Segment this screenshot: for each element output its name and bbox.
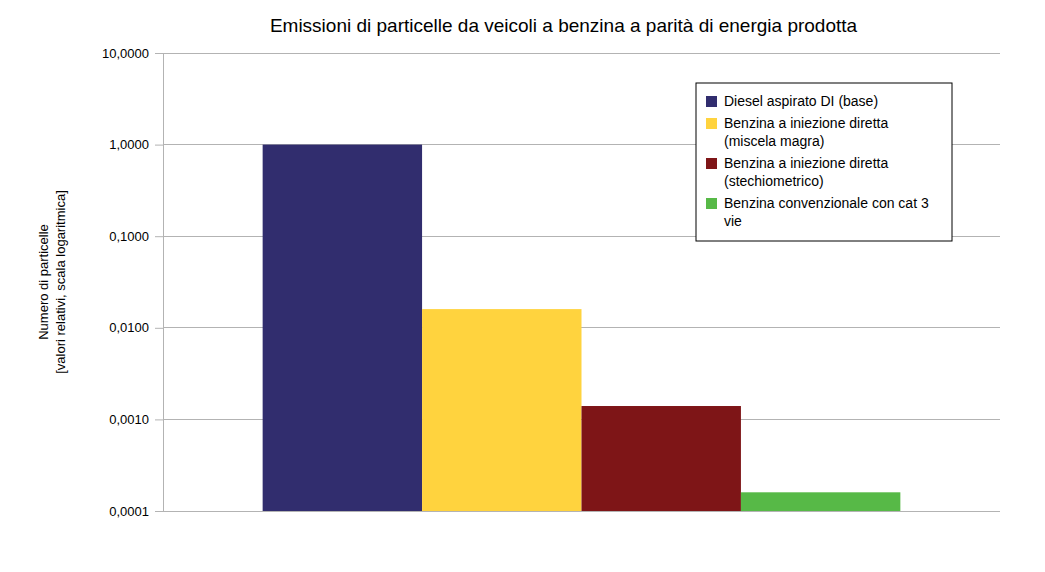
grid	[163, 53, 1000, 511]
tick-mark	[155, 53, 163, 54]
bar	[582, 406, 741, 511]
tick-label: 0,0001	[109, 504, 149, 519]
tick-mark	[155, 328, 163, 329]
tick: 0,1000	[109, 229, 163, 244]
legend-box	[696, 83, 952, 241]
legend-label: Benzina a iniezione diretta(stechiometri…	[724, 155, 888, 189]
tick-label: 0,0100	[109, 320, 149, 335]
tick-label: 0,1000	[109, 229, 149, 244]
tick: 0,0010	[109, 412, 163, 427]
tick: 0,0100	[109, 320, 163, 335]
legend-label: Diesel aspirato DI (base)	[724, 93, 878, 109]
y-axis-title: Numero di particelle	[36, 224, 51, 340]
y-axis: 0,0001 0,0010 0,0100 0,1000 1,0000 10,0000	[102, 46, 164, 519]
legend-label: Benzina a iniezione diretta(miscela magr…	[724, 115, 888, 149]
legend-swatch	[706, 118, 717, 129]
plot: 0,0001 0,0010 0,0100 0,1000 1,0000 10,0000 Die…	[102, 46, 1000, 519]
tick-mark	[155, 511, 163, 512]
tick-label: 0,0010	[109, 412, 149, 427]
legend-label: Benzina convenzionale con cat 3vie	[724, 195, 929, 229]
tick: 0,0001	[109, 504, 163, 519]
grid-line	[163, 53, 1000, 54]
legend-swatch	[706, 96, 717, 107]
title: Emissioni di particelle da veicoli a ben…	[270, 15, 858, 36]
tick-label: 1,0000	[109, 137, 149, 152]
tick-mark	[155, 145, 163, 146]
chart: Emissioni di particelle da veicoli a ben…	[0, 0, 1045, 572]
bar	[422, 309, 581, 511]
y-axis-title: [valori relativi, scala logaritmica]	[53, 190, 68, 374]
tick-label: 10,0000	[102, 46, 149, 61]
bar	[741, 492, 900, 511]
axis-line	[155, 54, 164, 512]
tick-mark	[155, 419, 163, 420]
bar	[263, 145, 422, 511]
legend-swatch	[706, 158, 717, 169]
legend: Diesel aspirato DI (base) Benzina a iniez…	[696, 83, 952, 241]
legend-swatch	[706, 198, 717, 209]
tick-mark	[155, 236, 163, 237]
tick: 1,0000	[109, 137, 163, 152]
tick: 10,0000	[102, 46, 163, 61]
